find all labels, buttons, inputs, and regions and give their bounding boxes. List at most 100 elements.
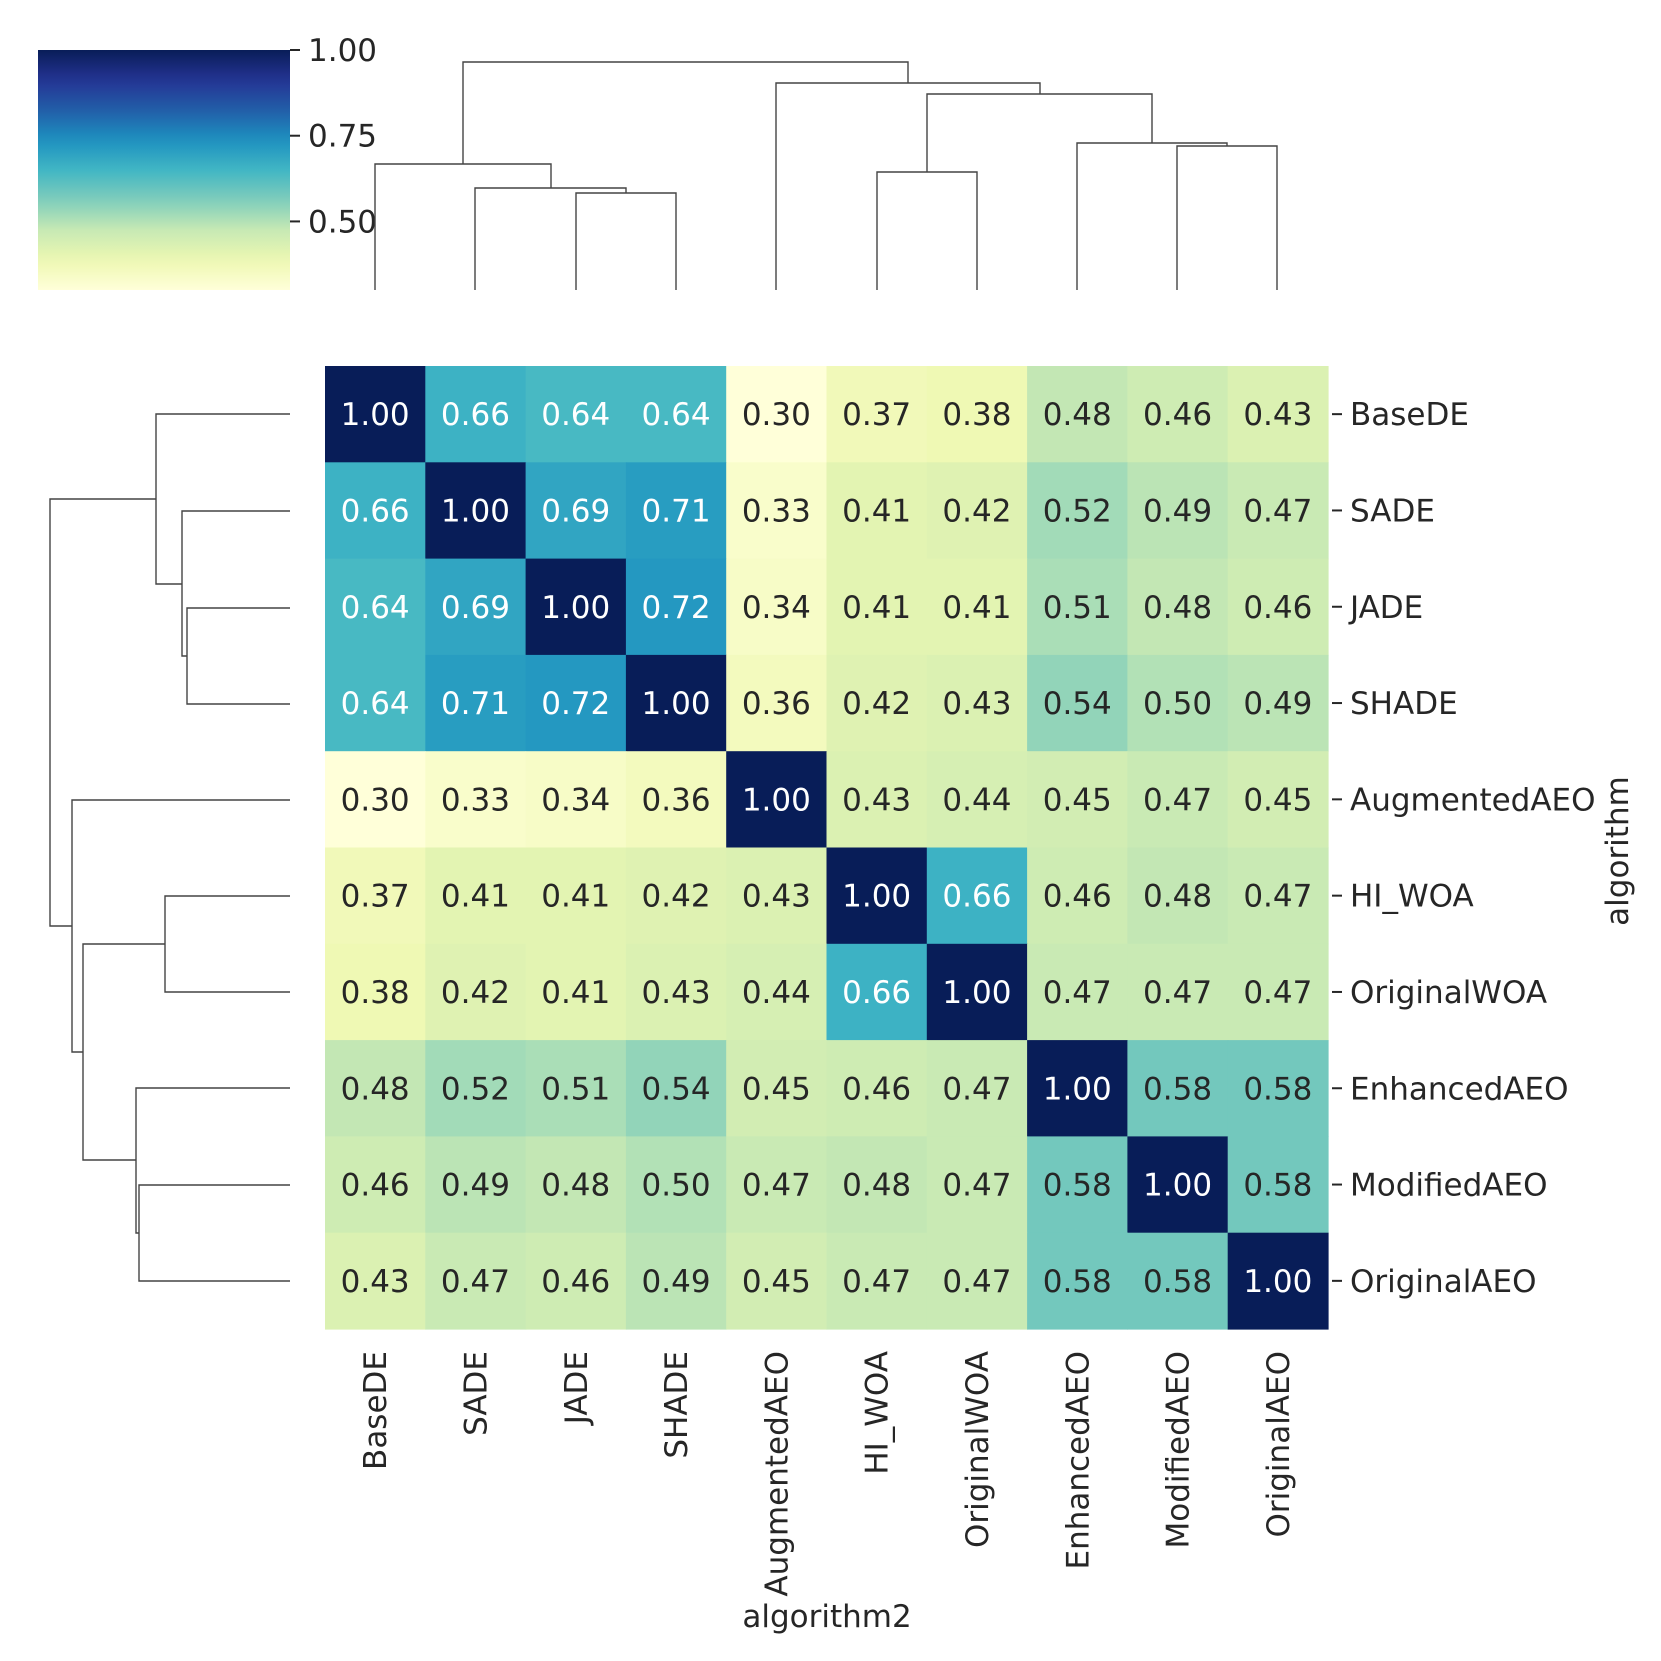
heatmap-cell bbox=[525, 1232, 627, 1330]
heatmap-cell bbox=[425, 462, 527, 560]
cell-annotation: 0.72 bbox=[541, 686, 610, 722]
cell-annotation: 0.49 bbox=[441, 1168, 510, 1204]
cell-annotation: 0.71 bbox=[441, 686, 510, 722]
cell-annotation: 1.00 bbox=[441, 493, 510, 529]
heatmap-cell bbox=[826, 1232, 928, 1330]
column-tick-label: OriginalWOA bbox=[960, 1351, 996, 1548]
cell-annotation: 0.48 bbox=[1143, 879, 1212, 915]
cell-annotation: 0.48 bbox=[842, 1168, 911, 1204]
col-link-enhanced-aeo-pair bbox=[1076, 142, 1228, 290]
heatmap-cell bbox=[1027, 462, 1128, 560]
heatmap-cell bbox=[1027, 751, 1128, 849]
heatmap-cell bbox=[826, 366, 928, 463]
heatmap-cell bbox=[525, 751, 627, 849]
heatmap-cell bbox=[1227, 1040, 1329, 1137]
column-tick-label: SHADE bbox=[659, 1351, 695, 1459]
heatmap-cell bbox=[726, 1232, 828, 1330]
column-dendrogram bbox=[374, 61, 1278, 290]
cell-annotation: 0.34 bbox=[742, 590, 811, 626]
cell-annotation: 1.00 bbox=[1143, 1168, 1212, 1204]
cell-annotation: 0.38 bbox=[341, 975, 410, 1011]
cell-annotation: 0.47 bbox=[942, 1168, 1011, 1204]
column-tick-labels: BaseDE SADE JADE SHADE AugmentedAEO HI_WOA Ori… bbox=[358, 1351, 1297, 1597]
colorbar-tick-label: 1.00 bbox=[308, 33, 377, 69]
heatmap-annotations: 1.00 0.66 0.64 0.64 0.30 0.37 0.38 0.48 0.46 0.43… bbox=[341, 397, 1313, 1300]
heatmap-cell bbox=[826, 558, 928, 656]
row-tick-label: JADE bbox=[1348, 590, 1423, 626]
colorbar-gradient bbox=[38, 50, 290, 290]
row-link-sade-jadeshade bbox=[181, 510, 290, 657]
cell-annotation: 0.46 bbox=[1243, 590, 1312, 626]
cell-annotation: 0.33 bbox=[441, 782, 510, 818]
col-link-hiwoa-originalwoa bbox=[876, 171, 978, 290]
colorbar-tick-label: 0.75 bbox=[308, 119, 377, 155]
heatmap-cell bbox=[926, 1040, 1028, 1137]
cell-annotation: 0.36 bbox=[742, 686, 811, 722]
heatmap-cell bbox=[325, 1232, 426, 1330]
heatmap-cell bbox=[726, 751, 828, 849]
heatmap-cell bbox=[525, 462, 627, 560]
heatmap-cell bbox=[1127, 751, 1229, 849]
heatmap-cell bbox=[926, 462, 1028, 560]
column-tick-label: SADE bbox=[458, 1351, 494, 1436]
heatmap-cell bbox=[1227, 366, 1329, 463]
heatmap-cell bbox=[826, 1040, 928, 1137]
cell-annotation: 1.00 bbox=[1043, 1071, 1112, 1107]
cell-annotation: 0.41 bbox=[441, 879, 510, 915]
col-link-woa-aeo bbox=[926, 93, 1153, 172]
heatmap-cell bbox=[826, 751, 928, 849]
cell-annotation: 0.41 bbox=[842, 493, 911, 529]
cell-annotation: 0.41 bbox=[541, 879, 610, 915]
heatmap-cell bbox=[425, 1136, 527, 1234]
heatmap-cell bbox=[625, 1136, 727, 1234]
heatmap-cell bbox=[726, 654, 828, 752]
y-axis-title: algorithm bbox=[1600, 776, 1636, 926]
row-tick-label: HI_WOA bbox=[1350, 879, 1474, 915]
col-link-augmented-rest bbox=[775, 82, 1041, 290]
heatmap-cell bbox=[425, 1232, 527, 1330]
cell-annotation: 1.00 bbox=[842, 879, 911, 915]
cell-annotation: 0.47 bbox=[742, 1168, 811, 1204]
cell-annotation: 0.49 bbox=[1243, 686, 1312, 722]
heatmap-cell bbox=[926, 1232, 1028, 1330]
cell-annotation: 0.47 bbox=[1043, 975, 1112, 1011]
cell-annotation: 0.47 bbox=[1243, 975, 1312, 1011]
cell-annotation: 0.46 bbox=[842, 1071, 911, 1107]
row-tick-label: SHADE bbox=[1350, 686, 1458, 722]
heatmap-cell bbox=[425, 366, 527, 463]
cell-annotation: 0.45 bbox=[742, 1071, 811, 1107]
heatmap-cell bbox=[425, 847, 527, 945]
heatmap-cell bbox=[726, 462, 828, 560]
col-link-sade-jadeshade bbox=[474, 187, 627, 290]
cell-annotation: 0.52 bbox=[441, 1071, 510, 1107]
heatmap-cell bbox=[325, 943, 426, 1041]
heatmap-cell bbox=[826, 943, 928, 1041]
heatmap-cell bbox=[826, 1136, 928, 1234]
cell-annotation: 0.34 bbox=[541, 782, 610, 818]
column-tick-label: JADE bbox=[559, 1351, 595, 1426]
row-tick-label: ModifiedAEO bbox=[1350, 1168, 1547, 1204]
heatmap-cell bbox=[1227, 654, 1329, 752]
heatmap-cell bbox=[625, 943, 727, 1041]
heatmap-cell bbox=[1027, 847, 1128, 945]
cell-annotation: 0.51 bbox=[1043, 590, 1112, 626]
cell-annotation: 0.30 bbox=[742, 397, 811, 433]
row-tick-label: OriginalAEO bbox=[1350, 1264, 1537, 1300]
row-tick-label: SADE bbox=[1350, 493, 1435, 529]
heatmap-cell bbox=[325, 558, 426, 656]
colorbar: 0.50 0.75 1.00 bbox=[38, 33, 377, 290]
column-tick-label: OriginalAEO bbox=[1261, 1351, 1297, 1538]
cell-annotation: 0.48 bbox=[1143, 590, 1212, 626]
cell-annotation: 1.00 bbox=[1243, 1264, 1312, 1300]
cell-annotation: 0.47 bbox=[1143, 782, 1212, 818]
cell-annotation: 0.47 bbox=[842, 1264, 911, 1300]
row-tick-label: AugmentedAEO bbox=[1350, 782, 1596, 818]
heatmap-cell bbox=[625, 1040, 727, 1137]
heatmap-cell bbox=[726, 847, 828, 945]
heatmap-cell bbox=[525, 1040, 627, 1137]
heatmap-cell bbox=[726, 366, 828, 463]
heatmap-cell bbox=[1227, 1232, 1329, 1330]
row-link-enhanced-aeo-pair bbox=[135, 1087, 290, 1234]
cell-annotation: 0.48 bbox=[541, 1168, 610, 1204]
